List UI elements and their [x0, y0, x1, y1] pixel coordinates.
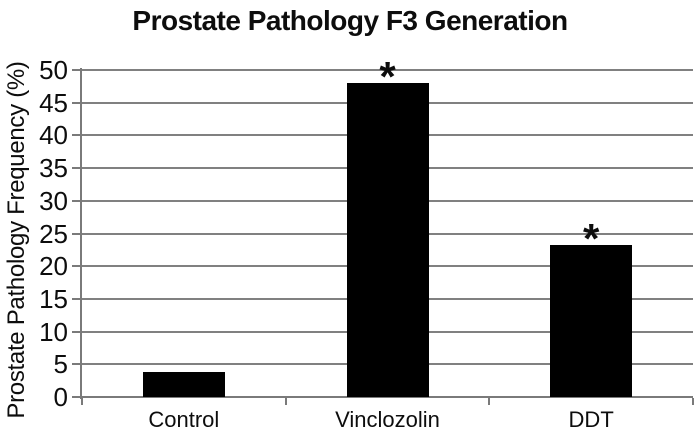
x-tick-mark [81, 398, 83, 405]
y-tick-label: 35 [39, 153, 68, 184]
y-tick-label: 25 [39, 218, 68, 249]
x-tick-label: Vinclozolin [335, 407, 440, 432]
y-tick-mark [72, 69, 82, 71]
y-tick-label: 50 [39, 55, 68, 85]
x-tick-label: DDT [568, 407, 614, 432]
significance-asterisk: * [379, 53, 396, 101]
plot-area: * * [82, 56, 693, 397]
chart-title: Prostate Pathology F3 Generation [132, 5, 568, 36]
y-tick-label: 10 [39, 316, 68, 347]
bar-ddt [550, 244, 633, 397]
y-tick-mark [72, 199, 82, 202]
y-tick-mark [72, 265, 82, 268]
y-tick-mark [72, 134, 82, 137]
y-tick-mark [72, 330, 82, 333]
y-tick-mark [72, 167, 82, 170]
y-tick-mark [72, 297, 82, 300]
y-tick-label: 15 [39, 283, 68, 314]
x-tick-mark [692, 398, 694, 405]
y-tick-label: 40 [39, 120, 68, 151]
y-tick-label: 30 [39, 185, 68, 216]
gridline-50 [82, 69, 693, 71]
x-axis-line [80, 396, 693, 398]
y-tick-label: 0 [53, 382, 68, 412]
significance-asterisk: * [582, 214, 600, 262]
bar-vinclozolin [346, 83, 429, 397]
x-tick-mark [488, 398, 491, 405]
bar-control [142, 372, 225, 397]
x-tick-label: Control [148, 407, 220, 432]
y-tick-label: 5 [53, 349, 68, 380]
x-tick-mark [284, 398, 287, 405]
y-tick-mark [72, 363, 82, 366]
y-tick-label: 45 [39, 87, 68, 118]
y-tick-mark [72, 232, 82, 235]
y-tick-mark [72, 101, 82, 104]
y-tick-mark [72, 396, 82, 398]
y-tick-label: 20 [39, 251, 68, 282]
